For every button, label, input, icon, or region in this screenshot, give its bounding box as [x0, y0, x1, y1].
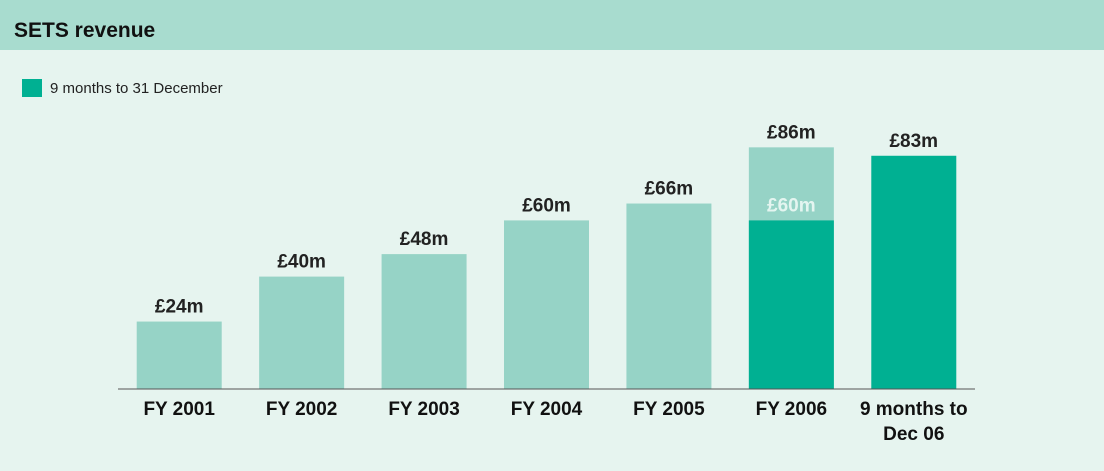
bar [748, 220, 834, 389]
x-tick-label: FY 2004 [510, 399, 583, 420]
chart-title: SETS revenue [14, 19, 156, 42]
value-label: £66m [645, 179, 694, 200]
x-tick-label: FY 2005 [633, 399, 705, 420]
legend-swatch [22, 79, 42, 97]
header-band [0, 0, 1104, 50]
bar [504, 220, 589, 389]
bar [871, 155, 957, 389]
value-label: £86m [767, 122, 816, 143]
value-label: £48m [400, 229, 449, 250]
value-label: £24m [155, 297, 204, 318]
legend-label: 9 months to 31 December [50, 80, 223, 97]
value-label: £83m [889, 131, 938, 152]
value-label: £60m [522, 195, 571, 216]
value-label: £60m [767, 195, 816, 216]
bar [259, 276, 345, 389]
x-tick-label: 9 months to Dec 06 [859, 399, 968, 445]
x-tick-label: FY 2002 [265, 399, 338, 420]
x-tick-label: FY 2006 [755, 399, 828, 420]
bar [381, 254, 467, 389]
bar [626, 203, 712, 389]
value-label: £40m [277, 252, 326, 273]
x-tick-label: FY 2003 [388, 399, 460, 420]
x-tick-label: FY 2001 [143, 399, 215, 420]
bar [136, 321, 222, 389]
